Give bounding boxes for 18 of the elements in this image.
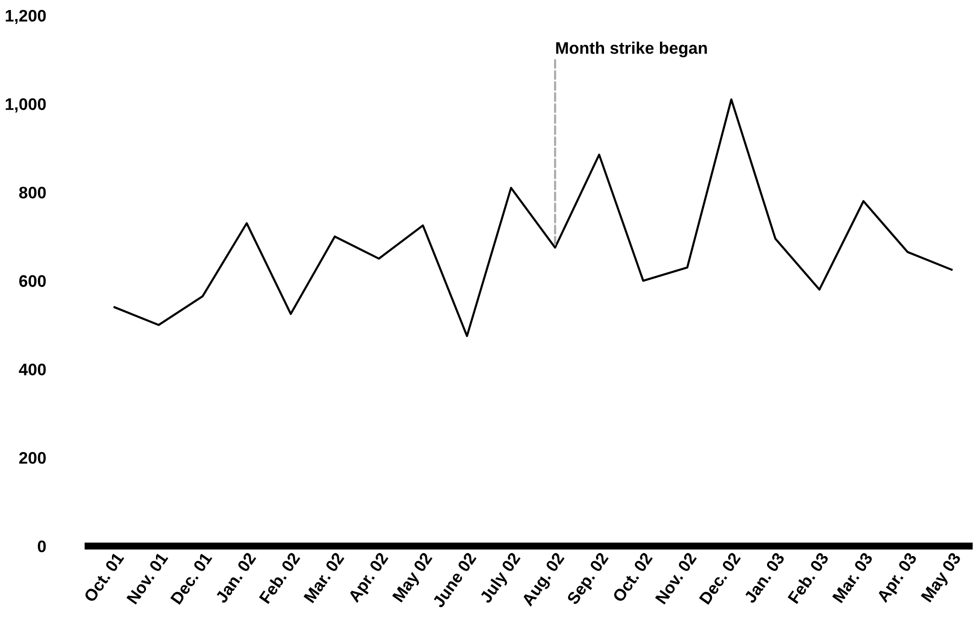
x-tick-label: Feb. 03 xyxy=(787,551,830,604)
x-tick-label: Apr. 02 xyxy=(348,552,392,606)
x-tick-label: Apr. 03 xyxy=(876,552,920,606)
x-tick-label: Oct. 02 xyxy=(612,552,653,603)
x-tick-label: Jan. 02 xyxy=(214,552,256,604)
y-tick-label: 1,000 xyxy=(6,98,46,112)
y-tick-label: 600 xyxy=(19,275,46,287)
x-tick-label: Feb. 02 xyxy=(258,551,300,604)
y-tick-label: 400 xyxy=(18,364,46,376)
x-tick-label: Jan. 03 xyxy=(743,552,786,604)
y-tick-label: 200 xyxy=(19,452,46,464)
x-tick-label: Sep. 02 xyxy=(566,552,612,608)
y-tick-label: 0 xyxy=(38,540,46,552)
x-tick-label: Oct. 01 xyxy=(83,552,124,603)
y-tick-label: 800 xyxy=(19,186,46,198)
annotation: Month strike began xyxy=(556,42,707,58)
line-series xyxy=(114,98,953,338)
y-tick-label: 1,200 xyxy=(6,10,46,24)
